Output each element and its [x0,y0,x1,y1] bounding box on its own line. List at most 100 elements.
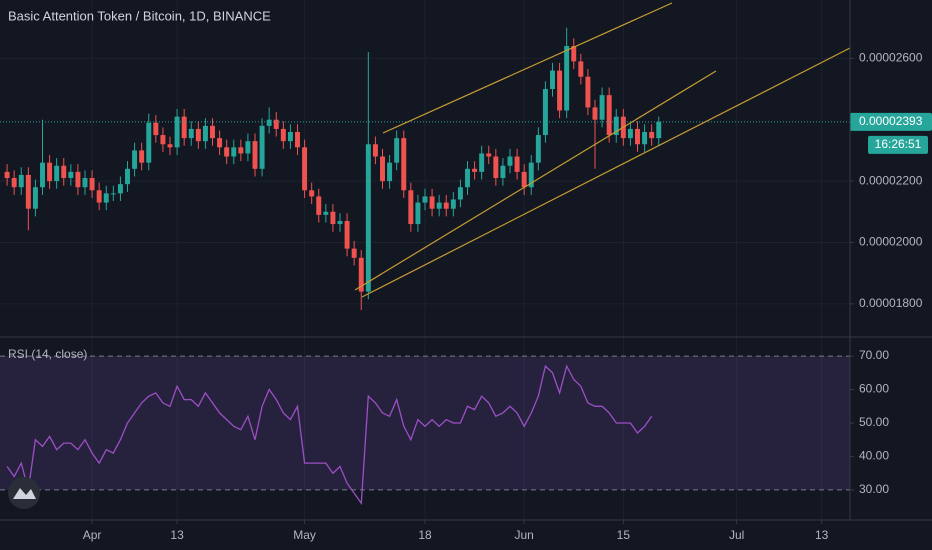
x-tick-label: Jul [729,528,744,542]
candle-body [89,178,95,191]
rsi-pane [0,355,850,506]
candle-body [4,171,10,179]
candle-body [337,220,343,225]
trend-line [361,47,851,298]
last-price-box [850,112,932,131]
trend-line [354,70,717,291]
candle-body [542,89,548,136]
candle-body [557,70,563,111]
candle-body [280,128,286,142]
candle-body [585,76,591,108]
candle-body [592,107,598,120]
candle-body [627,128,633,139]
candle-body [408,190,414,225]
candle-body [486,153,492,157]
candle-body [153,122,159,136]
candle-body [25,174,31,209]
candle-body [273,119,279,129]
x-tick-label: 13 [170,528,184,542]
candle-body [61,165,67,179]
rsi-line [6,364,653,506]
candle-body [110,193,116,195]
candle-body [606,95,612,136]
candle-body [457,187,463,200]
candles [0,27,850,310]
candle-body [351,248,357,258]
candle-body [68,171,74,179]
countdown: 16:26:51 [875,137,922,151]
candle-body [507,156,513,166]
candle-body [429,196,435,209]
rsi-title: RSI (14, close) [8,347,87,361]
candle-body [642,131,648,145]
logo[interactable] [8,477,40,509]
candle-body [181,116,187,139]
chart-title: Basic Attention Token / Bitcoin, 1D, BIN… [8,8,271,23]
candle-body [146,122,152,163]
candle-body [472,168,478,172]
candle-body [422,196,428,203]
candle-body [11,178,17,188]
candle-body [75,171,81,188]
candle-body [238,147,244,154]
candle-body [40,162,45,188]
candle-body [195,128,201,142]
candle-body [160,135,166,145]
candle-body [82,178,88,188]
candle-body [188,128,194,139]
candle-body [649,131,655,139]
candle-body [656,121,662,139]
candle-body [415,202,421,225]
candle-body [117,184,123,194]
candle-body [231,147,237,157]
candle-body [514,156,520,172]
trend-line [382,2,673,134]
last-price-label: 0.00002393 [859,114,923,128]
x-tick-label: Apr [83,528,102,542]
candle-body [18,174,24,188]
candle-body [550,70,555,90]
candle-body [259,125,265,169]
candle-body [394,138,400,163]
candle-body [309,190,315,197]
y-tick-label: 0.00001800 [859,296,923,310]
candle-body [96,190,102,203]
candle-body [528,162,534,188]
candle-body [479,153,485,172]
candle-body [401,138,407,191]
candle-body [139,150,145,163]
countdown-box [868,135,928,154]
x-tick-label: 15 [617,528,631,542]
candle-body [302,147,308,191]
candle-body [167,144,173,148]
candle-body [465,168,470,188]
candle-body [521,171,527,188]
candle-body [613,116,619,136]
rsi-band [0,356,850,490]
y-tick-label: 50.00 [859,415,889,429]
candle-body [132,150,138,169]
y-tick-label: 0.00002200 [859,173,923,187]
x-tick-label: May [293,528,316,542]
candle-body [202,125,208,142]
candle-body [387,162,393,182]
x-tick-label: 18 [418,528,432,542]
candle-body [224,147,230,157]
x-tick-label: 13 [815,528,829,542]
candle-body [245,141,251,154]
candle-body [295,131,300,148]
y-tick-label: 0.00002000 [859,235,923,249]
candle-body [54,165,60,182]
x-tick-label: Jun [514,528,533,542]
candle-body [210,125,215,139]
candle-body [535,135,541,163]
candle-body [316,196,322,215]
candle-body [330,211,336,225]
y-tick-label: 30.00 [859,482,889,496]
candle-body [500,165,506,179]
candle-body [103,193,109,203]
candle-body [564,46,570,111]
candle-body [436,202,442,209]
